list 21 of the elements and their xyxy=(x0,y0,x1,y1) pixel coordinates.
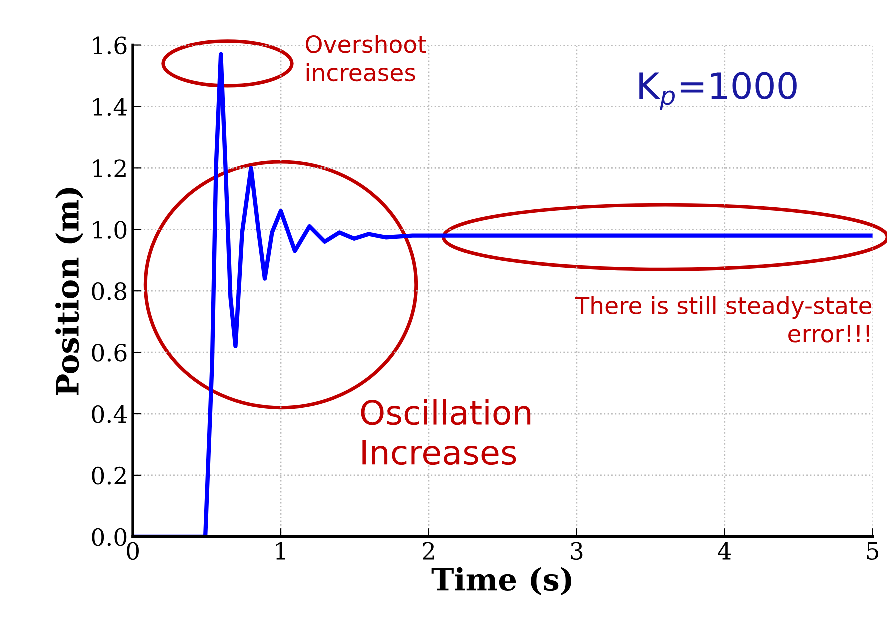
x-tick-label: 4 xyxy=(718,542,732,560)
y-tick-label: 1.0 xyxy=(94,221,127,239)
y-tick-label: 0.8 xyxy=(92,282,127,300)
annotation: Oscillation Increases xyxy=(361,399,531,466)
y-tick-label: 0.6 xyxy=(92,344,127,362)
x-tick-label: 3 xyxy=(571,542,583,560)
y-tick-label: 0.0 xyxy=(92,528,127,546)
y-tick-label: 1.4 xyxy=(94,98,127,116)
annotation: Overshoot increases xyxy=(306,35,426,82)
y-tick-label: 1.2 xyxy=(94,160,126,178)
x-axis-title: Time (s) xyxy=(432,567,572,596)
annotation: There is still steady-state error!!! xyxy=(575,296,872,343)
x-tick-label: 0 xyxy=(127,542,139,560)
x-tick-label: 2 xyxy=(423,542,434,560)
y-tick-label: 1.6 xyxy=(94,36,127,55)
x-tick-label: 5 xyxy=(867,542,878,560)
x-tick-label: 1 xyxy=(276,542,286,560)
y-axis-title: Position (m) xyxy=(56,188,84,396)
y-tick-label: 0.2 xyxy=(92,466,126,485)
y-tick-label: 0.4 xyxy=(92,405,127,424)
annotation: K$_{p}$=1000 xyxy=(640,72,797,110)
